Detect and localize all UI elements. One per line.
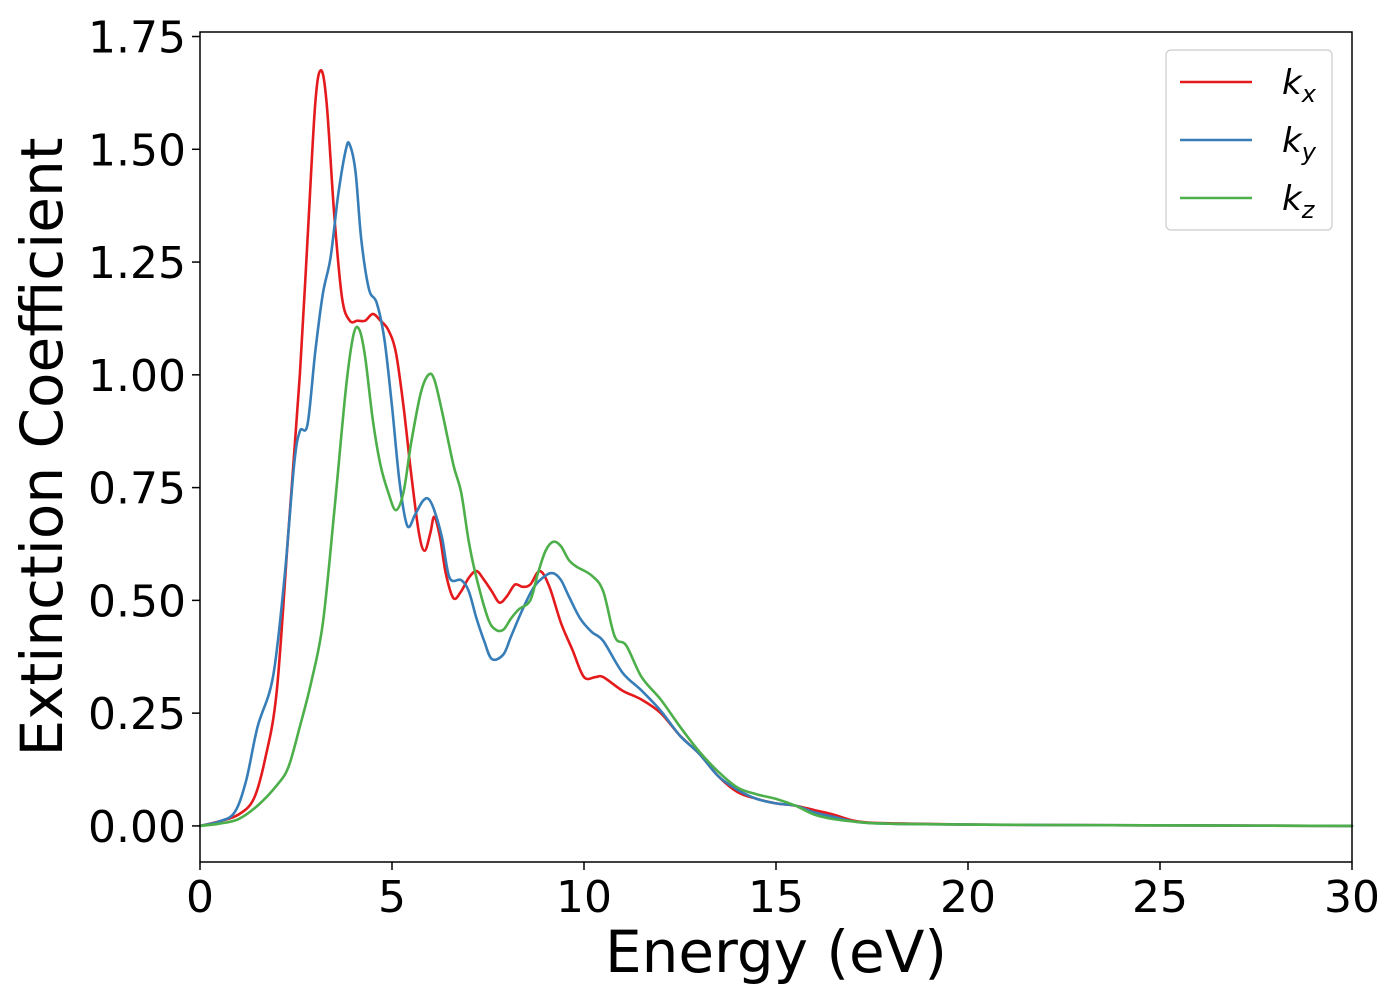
legend-label-x: kx <box>1282 63 1317 108</box>
x-tick-label: 5 <box>378 872 406 923</box>
y-axis-ticks: 0.00 0.25 0.50 0.75 1.00 1.25 1.50 1.75 <box>88 13 200 853</box>
y-axis-label: Extinction Coefficient <box>8 138 76 757</box>
x-tick-label: 15 <box>748 872 804 923</box>
legend-label-z: kz <box>1282 179 1316 224</box>
series-line-z <box>198 325 1354 828</box>
y-tick-label: 0.75 <box>88 464 186 515</box>
legend: kx ky kz <box>1165 49 1333 231</box>
x-axis-ticks: 0 5 10 15 20 25 30 <box>186 862 1380 923</box>
y-tick-label: 0.25 <box>88 689 186 740</box>
y-tick-label: 1.00 <box>88 351 186 402</box>
x-axis-label: Energy (eV) <box>605 918 947 986</box>
y-tick-label: 0.50 <box>88 576 186 627</box>
series-layer <box>198 69 1354 828</box>
y-tick-label: 0.00 <box>88 802 186 853</box>
x-tick-label: 10 <box>556 872 612 923</box>
x-tick-label: 25 <box>1132 872 1188 923</box>
x-tick-label: 20 <box>940 872 996 923</box>
y-tick-label: 1.75 <box>88 13 186 64</box>
x-tick-label: 0 <box>186 872 214 923</box>
series-line-y <box>198 141 1354 828</box>
legend-label-y: ky <box>1282 121 1317 166</box>
y-tick-label: 1.25 <box>88 238 186 289</box>
y-tick-label: 1.50 <box>88 125 186 176</box>
x-tick-label: 30 <box>1324 872 1380 923</box>
